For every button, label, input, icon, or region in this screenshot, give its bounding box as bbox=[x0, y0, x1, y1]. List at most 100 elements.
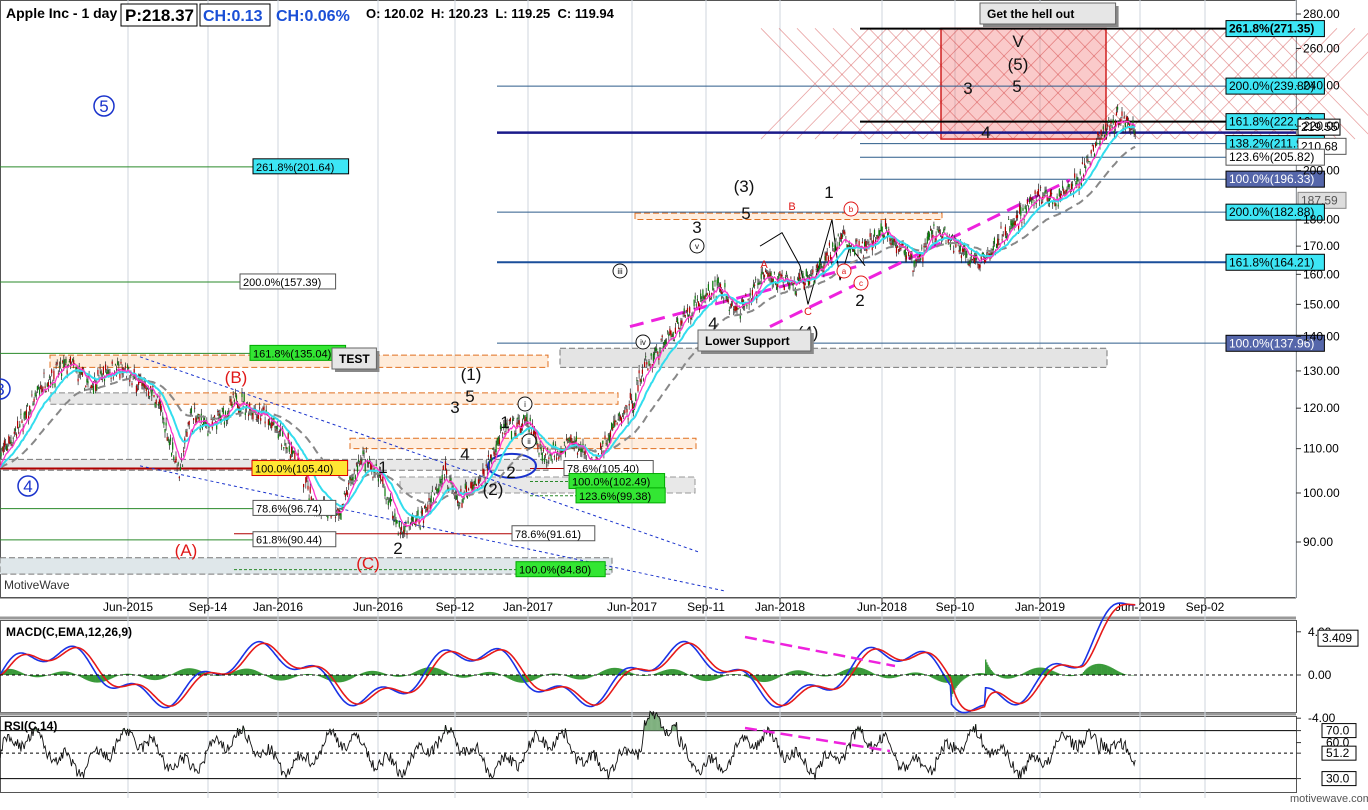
candle-body bbox=[161, 410, 162, 411]
candle-body bbox=[530, 418, 531, 421]
candle-body bbox=[651, 353, 652, 355]
candle-body bbox=[16, 434, 17, 436]
candle-body bbox=[933, 224, 934, 226]
wave-label: 5 bbox=[1012, 77, 1021, 96]
candle-body bbox=[830, 255, 831, 259]
candle-body bbox=[1082, 162, 1083, 164]
candle-body bbox=[87, 381, 88, 383]
wave-label: 2 bbox=[506, 463, 515, 482]
candle-body bbox=[656, 349, 657, 351]
rsi-axis-label: 51.2 bbox=[1326, 746, 1350, 760]
candle-body bbox=[443, 466, 444, 470]
candle-body bbox=[21, 420, 22, 422]
candle-body bbox=[842, 235, 843, 237]
wave-label: 5 bbox=[465, 387, 474, 406]
candle-body bbox=[832, 243, 833, 247]
candle-body bbox=[346, 490, 347, 494]
candle-body bbox=[1080, 171, 1081, 174]
candle-body bbox=[230, 399, 231, 406]
candle-body bbox=[784, 286, 785, 290]
candle-body bbox=[1019, 206, 1020, 214]
candle-body bbox=[499, 439, 500, 444]
candle-body bbox=[1072, 184, 1073, 185]
candle-body bbox=[1037, 192, 1038, 194]
candle-body bbox=[218, 414, 219, 416]
price-axis-label: 220.00 bbox=[1303, 119, 1340, 133]
change-abs: CH:0.13 bbox=[203, 8, 263, 25]
candle-body bbox=[403, 530, 404, 533]
candle-body bbox=[1052, 202, 1053, 204]
price-axis-label: 90.00 bbox=[1303, 535, 1333, 549]
candle-body bbox=[417, 510, 418, 516]
wave-label: 4 bbox=[23, 477, 32, 496]
candle-body bbox=[520, 428, 521, 433]
candle-body bbox=[790, 278, 791, 279]
candle-body bbox=[801, 271, 802, 272]
candle-body bbox=[1025, 206, 1026, 209]
candle-body bbox=[1113, 119, 1114, 123]
wave-label: 4 bbox=[460, 445, 469, 464]
candle-body bbox=[613, 421, 614, 428]
candle-body bbox=[12, 444, 13, 445]
candle-body bbox=[1074, 173, 1075, 177]
candle-body bbox=[388, 501, 389, 505]
candle-body bbox=[69, 361, 70, 362]
candle-body bbox=[405, 523, 406, 524]
candle-body bbox=[150, 386, 151, 388]
candle-body bbox=[458, 505, 459, 506]
candle-body bbox=[1013, 220, 1014, 226]
candle-body bbox=[629, 404, 630, 406]
candle-body bbox=[442, 475, 443, 480]
candle-body bbox=[774, 272, 775, 273]
wave-label: 1 bbox=[500, 413, 509, 432]
candle-body bbox=[761, 274, 762, 279]
candle-body bbox=[470, 482, 471, 488]
candle-body bbox=[382, 476, 383, 484]
candle-body bbox=[681, 321, 682, 324]
candle-body bbox=[358, 460, 359, 462]
candle-body bbox=[686, 310, 687, 311]
candle-body bbox=[852, 249, 853, 250]
candle-body bbox=[137, 388, 138, 389]
candle-body bbox=[387, 497, 388, 498]
candle-body bbox=[886, 227, 887, 229]
wave-label: (5) bbox=[1008, 55, 1029, 74]
candle-body bbox=[554, 456, 555, 457]
candle-body bbox=[133, 376, 134, 377]
candle-body bbox=[100, 368, 101, 369]
candle-body bbox=[359, 463, 360, 464]
candle-body bbox=[136, 386, 137, 393]
candle-body bbox=[708, 284, 709, 290]
candle-body bbox=[345, 494, 346, 497]
candle-body bbox=[659, 349, 660, 353]
candle-body bbox=[486, 464, 487, 466]
candle-body bbox=[667, 331, 668, 332]
candle-body bbox=[393, 521, 394, 522]
candle-body bbox=[645, 356, 646, 357]
candle-body bbox=[1015, 221, 1016, 226]
price-axis-label: 100.00 bbox=[1303, 486, 1340, 500]
candle-body bbox=[48, 382, 49, 386]
candle-body bbox=[526, 414, 527, 422]
candle-body bbox=[461, 503, 462, 507]
candle-body bbox=[392, 516, 393, 519]
candle-body bbox=[436, 489, 437, 491]
candle-body bbox=[400, 532, 401, 534]
candle-body bbox=[717, 280, 718, 286]
candle-body bbox=[683, 313, 684, 314]
candle-body bbox=[538, 453, 539, 454]
candle-body bbox=[67, 370, 68, 373]
candle-body bbox=[362, 451, 363, 455]
candle-body bbox=[664, 342, 665, 345]
candle-body bbox=[172, 442, 173, 449]
candle-body bbox=[78, 379, 79, 382]
candle-body bbox=[244, 394, 245, 402]
candle-body bbox=[710, 298, 711, 299]
candle-body bbox=[349, 477, 350, 480]
candle-body bbox=[289, 446, 290, 452]
candle-body bbox=[406, 534, 407, 535]
candle-body bbox=[1093, 145, 1094, 150]
candle-body bbox=[897, 246, 898, 247]
price-readout: P:218.37 bbox=[125, 6, 194, 25]
candle-body bbox=[729, 310, 730, 311]
